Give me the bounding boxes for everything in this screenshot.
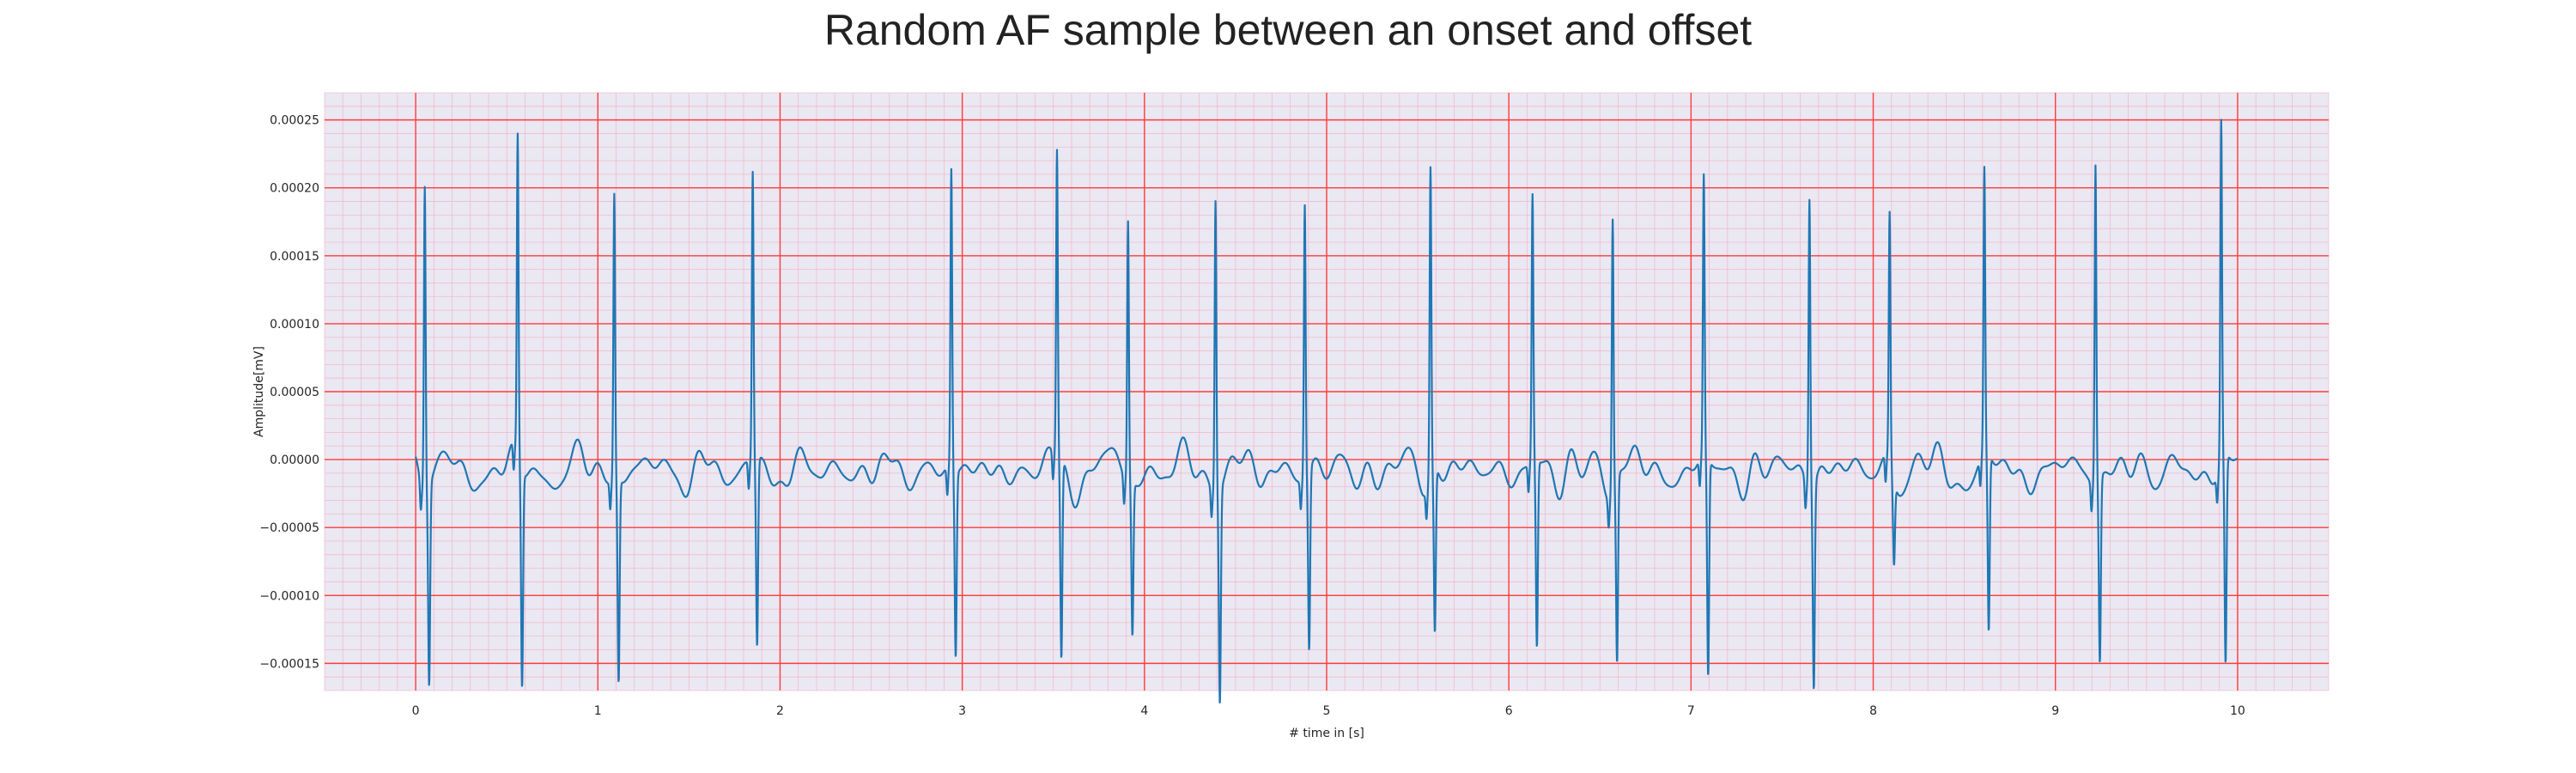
x-tick-label: 9 (2051, 704, 2059, 718)
y-tick-label: 0.00020 (270, 182, 319, 196)
y-tick-label: 0.00015 (270, 250, 319, 264)
x-tick-label: 2 (776, 704, 784, 718)
x-axis: 0 1 2 3 4 5 6 7 8 9 10 (412, 704, 2245, 718)
y-tick-label: 0.00025 (270, 114, 319, 128)
chart-title: Random AF sample between an onset and of… (823, 6, 1753, 54)
x-tick-label: 10 (2230, 704, 2245, 718)
y-tick-label: −0.00010 (259, 589, 319, 603)
major-grid (325, 93, 2329, 691)
y-tick-label: 0.00000 (270, 453, 319, 467)
series-layer (415, 119, 2239, 704)
x-axis-label: # time in [s] (1289, 727, 1364, 740)
x-tick-label: 1 (594, 704, 602, 718)
x-tick-label: 5 (1323, 704, 1331, 718)
y-axis-label: Amplitude[mV] (252, 346, 266, 437)
x-tick-label: 6 (1505, 704, 1513, 718)
x-tick-label: 0 (412, 704, 420, 718)
ecg-series-line (415, 119, 2239, 704)
x-tick-label: 8 (1869, 704, 1877, 718)
y-tick-label: 0.00005 (270, 386, 319, 399)
y-axis: −0.00015 −0.00010 −0.00005 0.00000 0.00005 0.… (259, 114, 319, 672)
y-tick-label: −0.00005 (259, 521, 319, 535)
x-tick-label: 4 (1140, 704, 1148, 718)
y-tick-label: −0.00015 (259, 657, 319, 671)
x-tick-label: 7 (1687, 704, 1695, 718)
x-tick-label: 3 (958, 704, 966, 718)
y-tick-label: 0.00010 (270, 318, 319, 332)
